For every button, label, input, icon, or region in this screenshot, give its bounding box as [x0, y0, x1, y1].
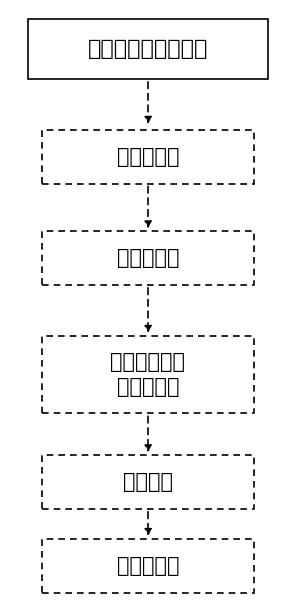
FancyBboxPatch shape	[42, 130, 254, 184]
Text: 牺牲层开孔: 牺牲层开孔	[117, 248, 179, 268]
FancyBboxPatch shape	[42, 455, 254, 509]
Text: 红外探测器衬底清洗: 红外探测器衬底清洗	[88, 39, 208, 59]
FancyBboxPatch shape	[42, 336, 254, 413]
Text: 红外探测器像
元材料生长: 红外探测器像 元材料生长	[110, 352, 186, 397]
Text: 牺牲层去除: 牺牲层去除	[117, 556, 179, 576]
FancyBboxPatch shape	[42, 539, 254, 593]
Text: 像元成形: 像元成形	[123, 472, 173, 492]
Text: 牺牲层制备: 牺牲层制备	[117, 146, 179, 167]
FancyBboxPatch shape	[42, 232, 254, 285]
FancyBboxPatch shape	[28, 19, 268, 79]
